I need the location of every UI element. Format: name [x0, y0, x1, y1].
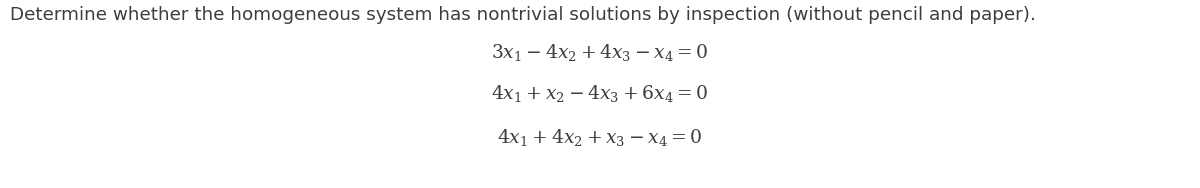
Text: Determine whether the homogeneous system has nontrivial solutions by inspection : Determine whether the homogeneous system… — [10, 6, 1036, 24]
Text: $4x_1 + 4x_2 + x_3 - x_4 = 0$: $4x_1 + 4x_2 + x_3 - x_4 = 0$ — [497, 127, 703, 148]
Text: $3x_1 - 4x_2 + 4x_3 - x_4 = 0$: $3x_1 - 4x_2 + 4x_3 - x_4 = 0$ — [491, 42, 709, 63]
Text: $4x_1 + x_2 - 4x_3 + 6x_4 = 0$: $4x_1 + x_2 - 4x_3 + 6x_4 = 0$ — [491, 83, 709, 105]
